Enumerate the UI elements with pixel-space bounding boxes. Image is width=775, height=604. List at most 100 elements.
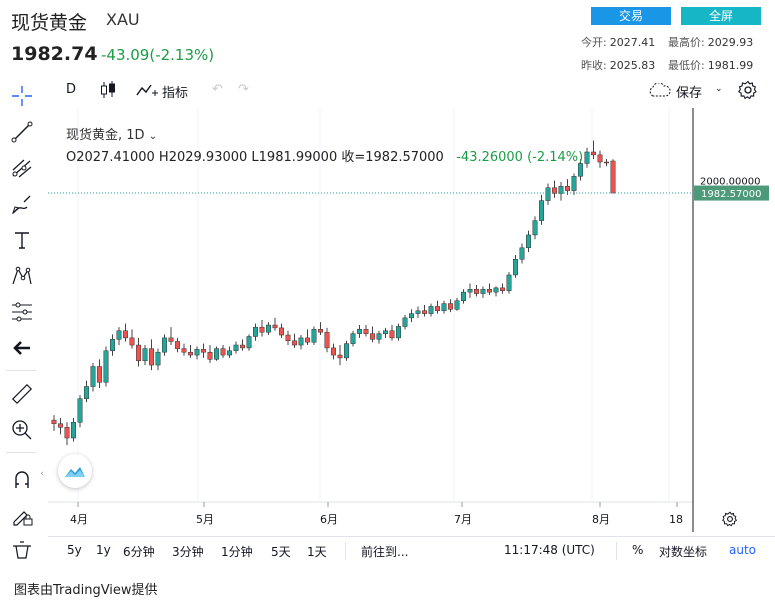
candle-body [77,398,83,423]
candle-body [467,289,473,293]
candle-body [188,351,193,356]
candle-body [389,330,395,339]
timezone-clock[interactable]: 11:17:48 (UTC) [504,543,595,557]
percent-scale-toggle[interactable]: % [632,543,644,557]
stat-open: 今开: 2027.41 [581,36,656,49]
back-arrow-icon[interactable] [8,334,36,362]
candle-body [285,334,291,342]
candle-body [376,333,382,340]
candle-body [435,306,440,311]
hide-drawings-icon[interactable] [8,536,36,564]
candle-body [552,187,557,194]
candle-body [97,366,102,383]
drawing-toolbar: ‹ [0,80,44,600]
candle-body [519,247,525,260]
save-menu-chevron-icon[interactable]: ⌄ [715,84,723,94]
candles-layer [51,140,616,446]
zoom-in-icon[interactable] [8,416,36,444]
candle-body [298,337,304,346]
crosshair-icon[interactable] [8,82,36,110]
measure-bars-icon[interactable] [8,298,36,326]
brush-icon[interactable] [8,190,36,218]
legend-chevron-icon[interactable]: ⌄ [148,131,158,142]
candle-body [474,289,479,294]
candle-body [71,422,76,439]
auto-scale-toggle[interactable]: auto [729,543,757,557]
last-price-tag-bg [694,185,769,201]
candle-body [584,151,590,164]
candle-body [84,386,89,399]
legend-ohlc: O2027.41000 H2029.93000 L1981.99000 收=19… [66,150,584,165]
lock-drawings-icon[interactable] [8,502,36,530]
cloud-icon [647,82,671,101]
pattern-icon[interactable] [8,262,36,290]
redo-icon[interactable]: ↷ [238,82,249,97]
candle-body [591,151,596,156]
save-button[interactable]: 保存 [676,86,703,101]
log-scale-toggle[interactable]: 对数坐标 [659,545,708,559]
candle-body [357,329,362,334]
magnet-icon[interactable] [8,466,36,494]
candle-body [181,348,187,353]
candle-body [383,330,388,334]
undo-icon[interactable]: ↶ [212,82,223,97]
candle-body [409,313,414,319]
candle-body [337,354,343,359]
goto-date-button[interactable]: 前往到... [361,545,409,559]
range-5y[interactable]: 5y [67,543,82,557]
candle-body [539,200,544,221]
text-tool-icon[interactable] [8,226,36,254]
candle-style-icon[interactable] [100,80,116,104]
last-price: 1982.74 [11,43,98,65]
range-1min[interactable]: 1分钟 [221,545,253,559]
candle-body [194,349,200,356]
candle-body [565,186,570,191]
chart-canvas[interactable]: 4月 5月 6月 7月 8月 18 2000.00000 1982.57000 [48,108,775,532]
candle-body [305,337,310,343]
trend-line-icon[interactable] [8,118,36,146]
range-1y[interactable]: 1y [96,543,111,557]
time-axis-settings-icon[interactable] [721,511,738,531]
pitchfork-icon[interactable] [8,154,36,182]
candle-body [155,351,161,366]
trade-button[interactable]: 交易 [591,7,671,25]
candle-body [513,259,518,276]
candle-body [311,329,317,343]
ruler-icon[interactable] [8,380,36,408]
indicators-icon[interactable] [136,80,158,104]
range-3min[interactable]: 3分钟 [172,545,204,559]
candle-body [266,324,271,333]
candle-body [571,176,577,191]
legend-title[interactable]: 现货黄金, 1D ⌄ [66,128,158,143]
candle-body [175,341,180,349]
candle-body [344,343,349,359]
candle-body [396,326,401,339]
interval-button[interactable]: D [66,82,77,97]
range-6min[interactable]: 6分钟 [123,545,155,559]
indicators-button[interactable]: 指标 [162,86,189,101]
candle-body [233,344,239,352]
candle-body [259,326,265,333]
candle-body [64,427,70,439]
candle-body [246,336,252,349]
candle-body [110,339,115,352]
range-1d[interactable]: 1天 [307,545,327,559]
candle-body [610,160,616,194]
candle-body [578,163,583,177]
stat-low: 最低价: 1981.99 [668,59,754,72]
settings-gear-icon[interactable] [738,80,758,104]
candle-body [493,287,499,293]
candle-body [545,187,551,201]
candle-body [292,340,297,346]
last-price-tag: 1982.57000 [701,189,761,200]
quote-header: 现货黄金 XAU 1982.74 -43.09(-2.13%) 交易 全屏 今开… [0,0,775,76]
candle-body [207,351,213,360]
tradingview-logo-icon[interactable] [58,454,92,488]
candle-body [370,333,375,340]
collapse-toolbar-icon[interactable]: ‹ [40,469,44,479]
price-chart[interactable]: 4月 5月 6月 7月 8月 18 2000.00000 1982.57000 现货黄金,… [48,108,775,532]
fullscreen-button[interactable]: 全屏 [681,7,761,25]
footer-divider [345,542,346,560]
range-5d[interactable]: 5天 [271,545,291,559]
candle-body [558,186,564,194]
